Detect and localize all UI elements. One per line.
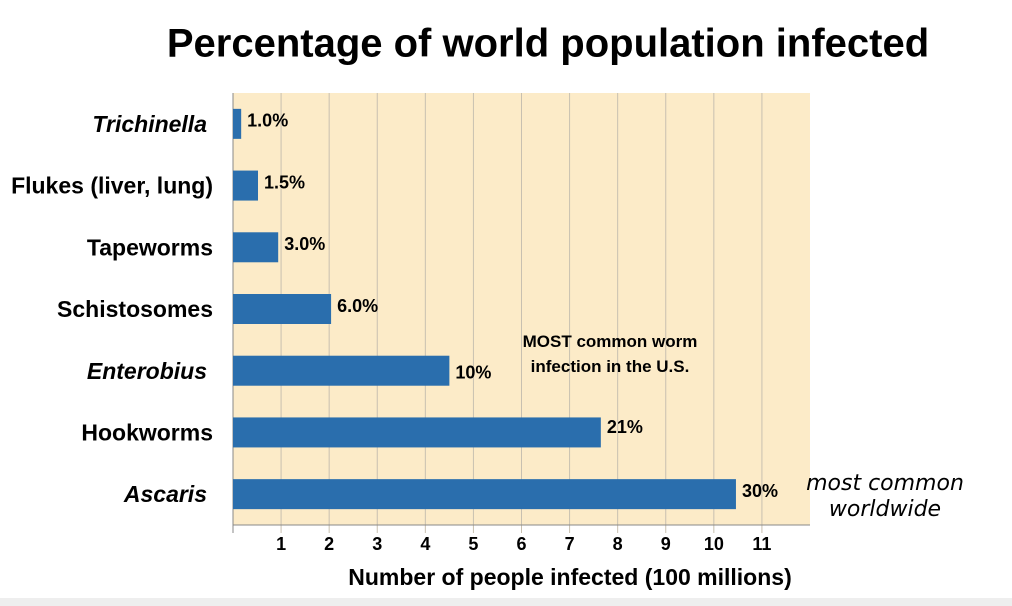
bar-label: 10% <box>455 362 491 382</box>
bar <box>233 479 736 510</box>
category-label: Tapeworms <box>87 234 213 260</box>
x-tick-label: 2 <box>324 534 334 554</box>
category-label: Ascaris <box>123 481 207 507</box>
bar <box>233 355 450 386</box>
bar <box>233 108 242 139</box>
x-tick-label: 10 <box>704 534 724 554</box>
x-tick-label: 8 <box>613 534 623 554</box>
x-axis-label: Number of people infected (100 millions) <box>348 564 791 590</box>
category-label: Trichinella <box>92 111 207 137</box>
bar-label: 21% <box>607 417 643 437</box>
bar-label: 3.0% <box>284 234 325 254</box>
annotation: most common <box>806 471 964 496</box>
x-tick-label: 7 <box>565 534 575 554</box>
bar <box>233 417 601 448</box>
annotation: worldwide <box>829 497 941 522</box>
category-label: Enterobius <box>87 358 207 384</box>
bar <box>233 294 332 324</box>
x-tick-label: 5 <box>468 534 478 554</box>
bar-label: 1.5% <box>264 172 305 192</box>
x-tick-label: 9 <box>661 534 671 554</box>
category-label: Schistosomes <box>57 296 213 322</box>
x-tick-label: 1 <box>276 534 286 554</box>
bar-label: 1.0% <box>247 111 288 131</box>
x-tick-label: 4 <box>420 534 430 554</box>
annotation: MOST common worm <box>523 332 698 351</box>
bar <box>233 170 259 201</box>
chart-title: Percentage of world population infected <box>167 22 929 66</box>
bottom-strip <box>0 598 1012 606</box>
x-tick-label: 3 <box>372 534 382 554</box>
x-tick-label: 6 <box>516 534 526 554</box>
annotation: infection in the U.S. <box>531 357 690 376</box>
category-label: Flukes (liver, lung) <box>11 173 213 199</box>
bar-label: 6.0% <box>337 296 378 316</box>
bar <box>233 232 279 263</box>
bar-label: 30% <box>742 481 778 501</box>
category-label: Hookworms <box>81 420 213 446</box>
x-tick-label: 11 <box>752 534 771 554</box>
